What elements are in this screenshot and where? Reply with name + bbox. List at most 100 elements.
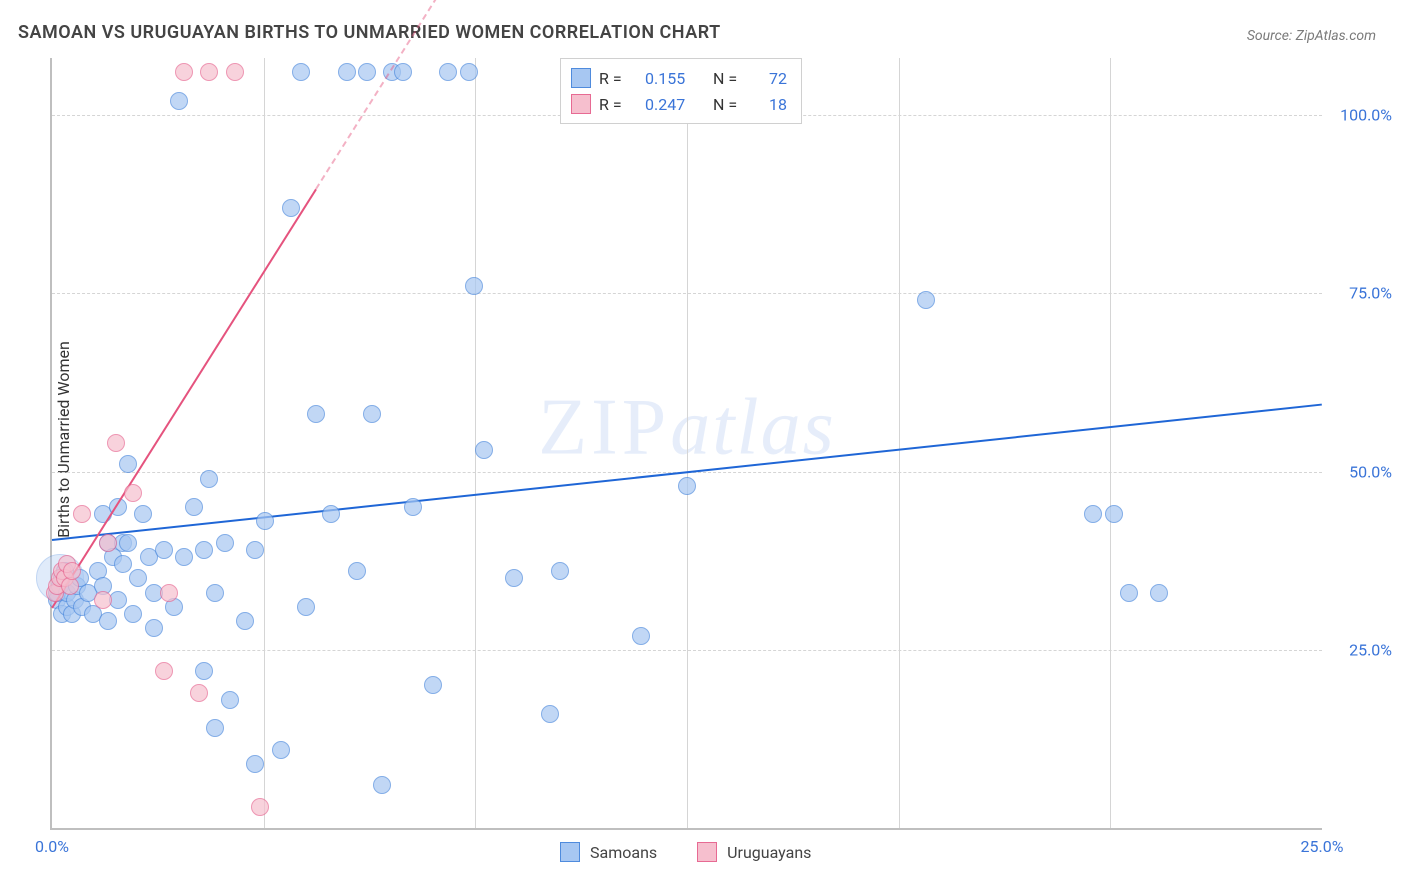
data-point: [170, 92, 188, 110]
data-point: [678, 477, 696, 495]
x-tick-label: 25.0%: [1301, 837, 1344, 856]
data-point: [292, 63, 310, 81]
data-point: [119, 534, 137, 552]
data-point: [551, 562, 569, 580]
data-point: [155, 662, 173, 680]
trend-line: [51, 188, 317, 608]
data-point: [99, 612, 117, 630]
data-point: [114, 555, 132, 573]
data-point: [322, 505, 340, 523]
data-point: [256, 512, 274, 530]
data-point: [1105, 505, 1123, 523]
swatch-icon: [571, 94, 591, 114]
data-point: [107, 434, 125, 452]
correlation-legend: R = 0.155 N = 72 R = 0.247 N = 18: [560, 58, 802, 124]
series-legend: Samoans Uruguayans: [560, 842, 811, 862]
data-point: [475, 441, 493, 459]
data-point: [236, 612, 254, 630]
data-point: [216, 534, 234, 552]
data-point: [358, 63, 376, 81]
series-legend-entry: Uruguayans: [697, 842, 811, 862]
data-point: [465, 277, 483, 295]
data-point: [404, 498, 422, 516]
data-point: [160, 584, 178, 602]
data-point: [124, 605, 142, 623]
data-point: [124, 484, 142, 502]
gridline-vertical: [1110, 58, 1111, 828]
r-value: 0.247: [645, 95, 705, 114]
data-point: [206, 719, 224, 737]
data-point: [272, 741, 290, 759]
chart-container: SAMOAN VS URUGUAYAN BIRTHS TO UNMARRIED …: [0, 0, 1406, 892]
n-value: 72: [757, 69, 787, 88]
gridline-vertical: [687, 58, 688, 828]
data-point: [424, 676, 442, 694]
watermark-zip: ZIP: [538, 383, 670, 471]
chart-title: SAMOAN VS URUGUAYAN BIRTHS TO UNMARRIED …: [18, 22, 721, 43]
data-point: [134, 505, 152, 523]
gridline-vertical: [264, 58, 265, 828]
data-point: [195, 541, 213, 559]
data-point: [1150, 584, 1168, 602]
data-point: [394, 63, 412, 81]
data-point: [221, 691, 239, 709]
data-point: [363, 405, 381, 423]
swatch-icon: [560, 842, 580, 862]
data-point: [200, 470, 218, 488]
data-point: [73, 505, 91, 523]
data-point: [1120, 584, 1138, 602]
data-point: [129, 569, 147, 587]
data-point: [226, 63, 244, 81]
data-point: [917, 291, 935, 309]
data-point: [307, 405, 325, 423]
gridline-vertical: [475, 58, 476, 828]
correlation-legend-row: R = 0.155 N = 72: [571, 65, 787, 91]
data-point: [94, 591, 112, 609]
series-legend-label: Samoans: [590, 843, 657, 862]
data-point: [195, 662, 213, 680]
x-tick-label: 0.0%: [35, 837, 69, 856]
data-point: [63, 562, 81, 580]
data-point: [251, 798, 269, 816]
data-point: [99, 534, 117, 552]
data-point: [348, 562, 366, 580]
r-label: R =: [599, 69, 637, 88]
y-tick-label: 25.0%: [1349, 640, 1392, 659]
data-point: [206, 584, 224, 602]
data-point: [175, 63, 193, 81]
n-label: N =: [713, 69, 749, 88]
data-point: [541, 705, 559, 723]
swatch-icon: [571, 68, 591, 88]
series-legend-label: Uruguayans: [727, 843, 811, 862]
data-point: [155, 541, 173, 559]
data-point: [282, 199, 300, 217]
data-point: [175, 548, 193, 566]
series-legend-entry: Samoans: [560, 842, 657, 862]
r-value: 0.155: [645, 69, 705, 88]
data-point: [1084, 505, 1102, 523]
data-point: [246, 755, 264, 773]
y-tick-label: 100.0%: [1340, 106, 1392, 125]
gridline-vertical: [899, 58, 900, 828]
data-point: [246, 541, 264, 559]
data-point: [119, 455, 137, 473]
data-point: [632, 627, 650, 645]
source-attribution: Source: ZipAtlas.com: [1247, 28, 1376, 44]
y-tick-label: 50.0%: [1349, 462, 1392, 481]
plot-area: ZIPatlas 25.0%50.0%75.0%100.0%0.0%25.0%: [50, 58, 1322, 830]
swatch-icon: [697, 842, 717, 862]
data-point: [338, 63, 356, 81]
n-label: N =: [713, 95, 749, 114]
data-point: [185, 498, 203, 516]
correlation-legend-row: R = 0.247 N = 18: [571, 91, 787, 117]
data-point: [297, 598, 315, 616]
data-point: [190, 684, 208, 702]
data-point: [200, 63, 218, 81]
r-label: R =: [599, 95, 637, 114]
data-point: [373, 776, 391, 794]
y-tick-label: 75.0%: [1349, 284, 1392, 303]
data-point: [145, 619, 163, 637]
n-value: 18: [757, 95, 787, 114]
data-point: [460, 63, 478, 81]
data-point: [439, 63, 457, 81]
